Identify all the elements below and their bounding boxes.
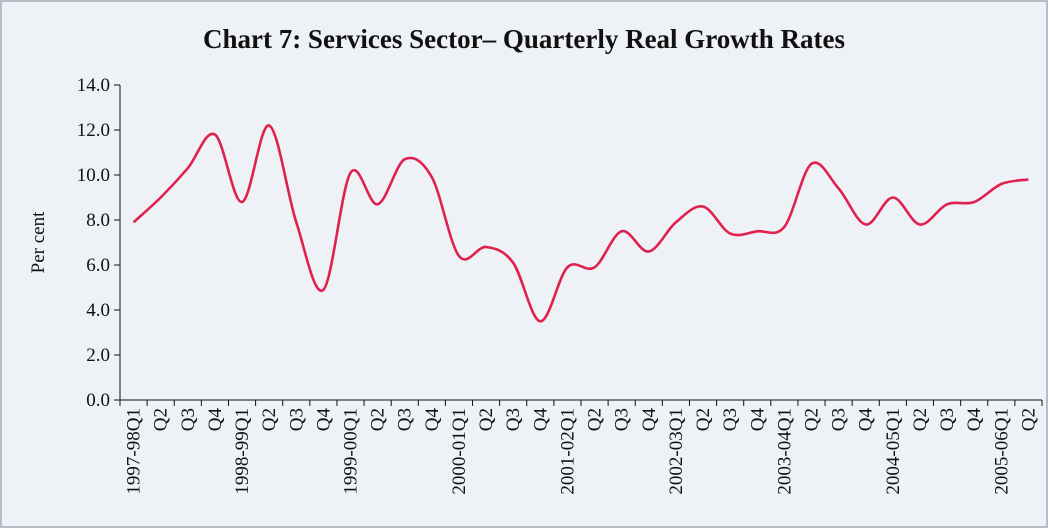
x-tick-label: 2004-05Q1 — [883, 408, 904, 495]
x-tick-label: Q3 — [829, 408, 850, 431]
data-point — [349, 171, 353, 175]
y-axis: 0.0 2.0 4.0 6.0 8.0 10.0 12.0 14.0 — [77, 75, 121, 411]
data-point — [918, 223, 922, 227]
x-tick-label: 2000-01Q1 — [449, 408, 470, 495]
x-tick-label: Q2 — [476, 408, 497, 431]
y-tick-label: 14.0 — [77, 75, 110, 96]
x-tick-label: Q4 — [856, 408, 877, 432]
data-point — [864, 223, 868, 227]
data-point — [1026, 178, 1030, 182]
x-axis: 1997-98Q1 Q2 Q3 Q4 1998-99Q1 Q2 Q3 Q4 1999-00Q1 Q… — [119, 399, 1043, 495]
x-tick-label: Q4 — [313, 408, 334, 432]
x-tick-label: 1998-99Q1 — [232, 408, 253, 495]
data-point — [565, 265, 569, 269]
x-tick-label: Q3 — [612, 408, 633, 431]
y-tick-label: 6.0 — [86, 255, 110, 276]
x-tick-label: Q2 — [585, 408, 606, 431]
x-tick-label: Q3 — [178, 408, 199, 431]
data-point — [294, 220, 298, 224]
data-point — [674, 220, 678, 224]
data-point — [132, 220, 136, 224]
data-point — [755, 229, 759, 233]
y-tick-label: 10.0 — [77, 165, 110, 186]
y-tick-label: 8.0 — [86, 210, 110, 231]
data-point — [511, 261, 515, 265]
x-tick-label: Q3 — [937, 408, 958, 431]
data-point — [972, 200, 976, 204]
data-point — [891, 196, 895, 200]
chart-title: Chart 7: Services Sector– Quarterly Real… — [202, 24, 846, 54]
data-point — [403, 157, 407, 161]
data-point — [782, 225, 786, 229]
x-tick-label: Q4 — [530, 408, 551, 432]
data-point — [159, 196, 163, 200]
x-tick-label: 2001-02Q1 — [557, 408, 578, 495]
series-services-growth — [132, 124, 1030, 323]
data-point — [240, 200, 244, 204]
x-tick-label: 2005-06Q1 — [991, 408, 1012, 495]
data-point — [701, 205, 705, 209]
data-point — [593, 265, 597, 269]
x-tick-label: Q4 — [639, 408, 660, 432]
x-tick-label: Q3 — [503, 408, 524, 431]
data-point — [213, 133, 217, 137]
x-tick-label: Q2 — [802, 408, 823, 431]
data-point — [647, 250, 651, 254]
x-tick-label: 2002-03Q1 — [666, 408, 687, 495]
series-line — [132, 124, 1029, 323]
x-tick-label: Q2 — [259, 408, 280, 431]
y-tick-label: 12.0 — [77, 120, 110, 141]
x-tick-label: Q3 — [395, 408, 416, 431]
x-tick-label: 2003-04Q1 — [774, 408, 795, 495]
y-axis-title: Per cent — [28, 211, 49, 273]
data-point — [430, 175, 434, 179]
x-tick-label: Q3 — [720, 408, 741, 431]
data-point — [376, 202, 380, 206]
data-point — [837, 187, 841, 191]
x-tick-label: Q2 — [1018, 408, 1039, 431]
data-point — [945, 202, 949, 206]
data-point — [538, 319, 542, 323]
data-point — [267, 124, 271, 128]
x-tick-label: Q2 — [693, 408, 714, 431]
x-tick-label: Q2 — [151, 408, 172, 431]
y-tick-label: 0.0 — [86, 390, 110, 411]
data-point — [620, 229, 624, 233]
x-tick-label: Q3 — [286, 408, 307, 431]
y-tick-label: 2.0 — [86, 345, 110, 366]
y-tick-label: 4.0 — [86, 300, 110, 321]
x-tick-label: Q4 — [964, 408, 985, 432]
x-tick-label: Q4 — [422, 408, 443, 432]
x-tick-label: Q2 — [368, 408, 389, 431]
x-tick-label: Q4 — [205, 408, 226, 432]
data-point — [321, 288, 325, 292]
x-tick-label: 1999-00Q1 — [341, 408, 362, 495]
data-point — [484, 245, 488, 249]
x-tick-label: Q4 — [747, 408, 768, 432]
x-tick-label: Q2 — [910, 408, 931, 431]
data-point — [186, 166, 190, 170]
data-point — [728, 232, 732, 236]
data-point — [810, 162, 814, 166]
data-point — [457, 254, 461, 258]
x-tick-label: 1997-98Q1 — [124, 408, 145, 495]
data-point — [999, 182, 1003, 186]
